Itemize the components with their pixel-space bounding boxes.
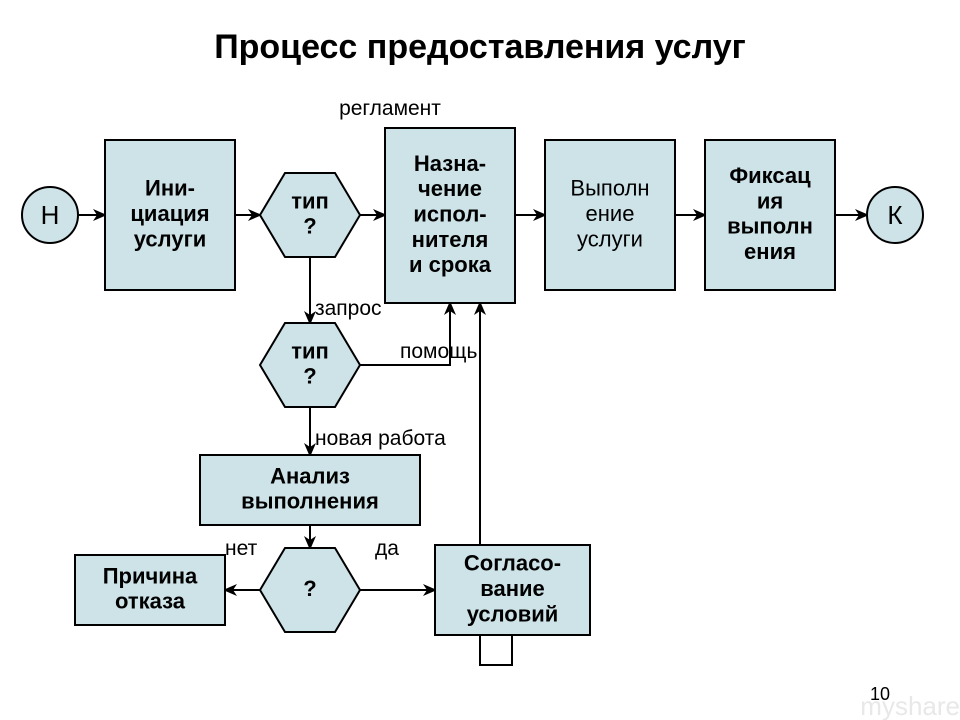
edge-label: нет — [225, 537, 258, 560]
node-label: Назна-чениеиспол-нителяи срока — [409, 151, 492, 277]
edge-label: помощь — [400, 340, 477, 363]
node-type2: тип? — [260, 323, 360, 407]
node-analysis: Анализвыполнения — [200, 455, 420, 525]
node-exec: Выполнениеуслуги — [545, 140, 675, 290]
node-label: Н — [41, 200, 60, 230]
node-assign: Назна-чениеиспол-нителяи срока — [385, 128, 515, 303]
node-label: Причинаотказа — [103, 563, 198, 613]
node-reject: Причинаотказа — [75, 555, 225, 625]
node-start: Н — [22, 187, 78, 243]
node-label: К — [887, 200, 902, 230]
edge-label: запрос — [315, 297, 382, 320]
node-q: ? — [260, 548, 360, 632]
flowchart-canvas: myshareПроцесс предоставления услугрегла… — [0, 0, 960, 720]
nodes-layer: Н Ини-циацияуслуги тип? Назна-чениеиспол-ни… — [22, 128, 923, 635]
edge-label: новая работа — [315, 427, 446, 450]
node-label: ? — [303, 576, 316, 601]
node-init: Ини-циацияуслуги — [105, 140, 235, 290]
slide-number: 10 — [870, 684, 890, 704]
edge-label: регламент — [339, 97, 441, 120]
node-end: К — [867, 187, 923, 243]
edge-label: да — [375, 537, 399, 560]
node-agree: Согласо-ваниеусловий — [435, 545, 590, 635]
node-type1: тип? — [260, 173, 360, 257]
node-fix: Фиксациявыполнения — [705, 140, 835, 290]
page-title: Процесс предоставления услуг — [214, 28, 746, 66]
